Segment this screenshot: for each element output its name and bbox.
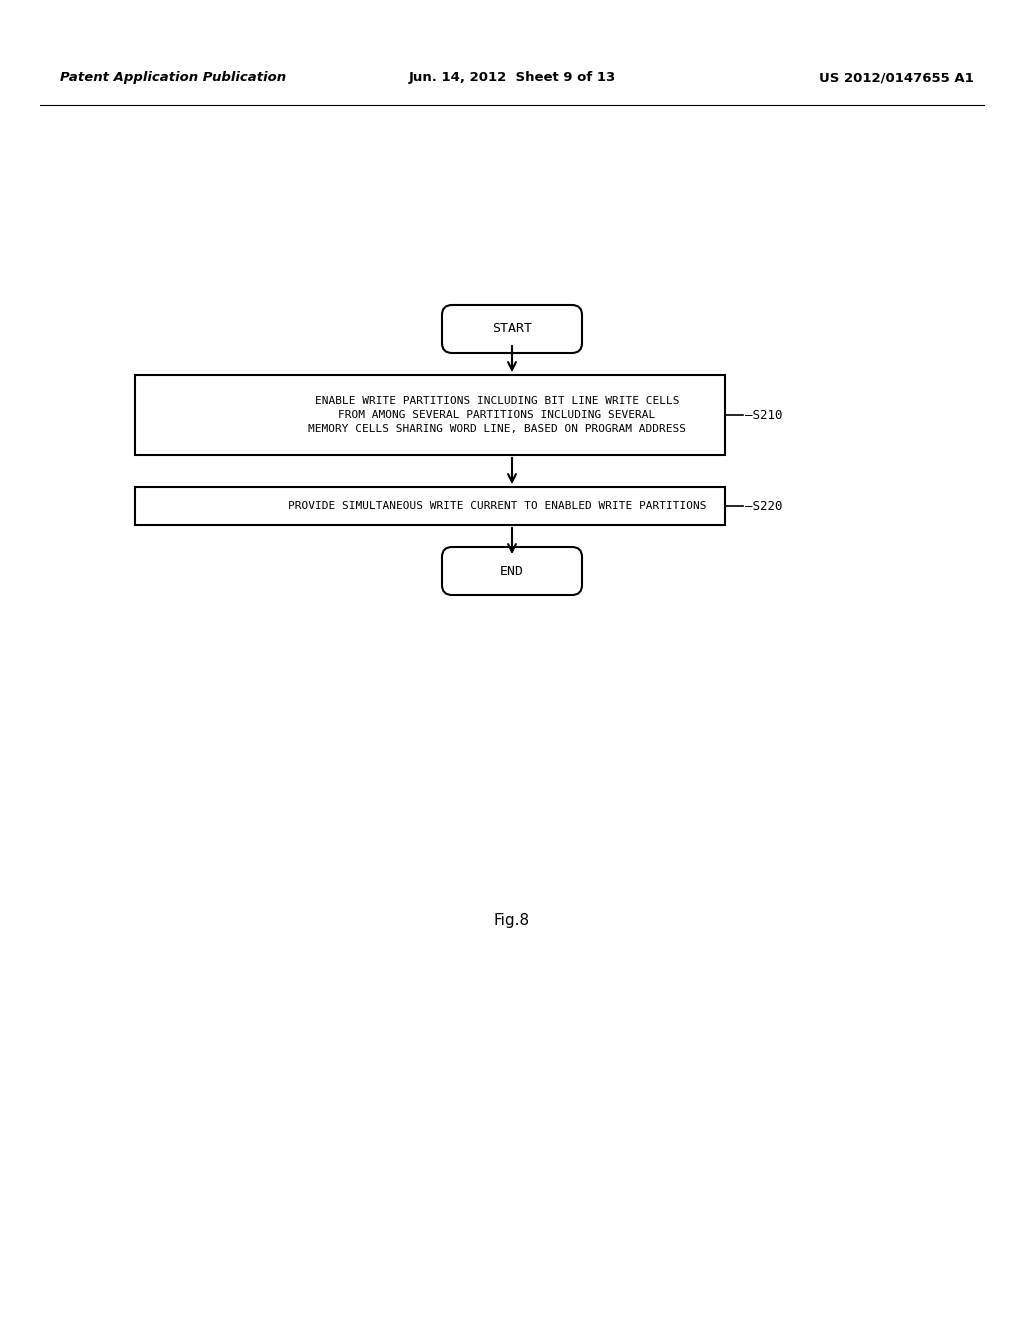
Bar xyxy=(135,375,725,455)
Text: ENABLE WRITE PARTITIONS INCLUDING BIT LINE WRITE CELLS
FROM AMONG SEVERAL PARTIT: ENABLE WRITE PARTITIONS INCLUDING BIT LI… xyxy=(308,396,686,434)
Text: START: START xyxy=(492,322,532,335)
FancyBboxPatch shape xyxy=(442,305,582,352)
Text: —S210: —S210 xyxy=(745,408,782,421)
Text: Jun. 14, 2012  Sheet 9 of 13: Jun. 14, 2012 Sheet 9 of 13 xyxy=(409,71,615,84)
Text: PROVIDE SIMULTANEOUS WRITE CURRENT TO ENABLED WRITE PARTITIONS: PROVIDE SIMULTANEOUS WRITE CURRENT TO EN… xyxy=(288,502,707,511)
Text: Fig.8: Fig.8 xyxy=(494,912,530,928)
Text: —S220: —S220 xyxy=(745,499,782,512)
Bar xyxy=(135,487,725,525)
Text: END: END xyxy=(500,565,524,578)
Text: Patent Application Publication: Patent Application Publication xyxy=(60,71,286,84)
Text: US 2012/0147655 A1: US 2012/0147655 A1 xyxy=(819,71,974,84)
FancyBboxPatch shape xyxy=(442,546,582,595)
